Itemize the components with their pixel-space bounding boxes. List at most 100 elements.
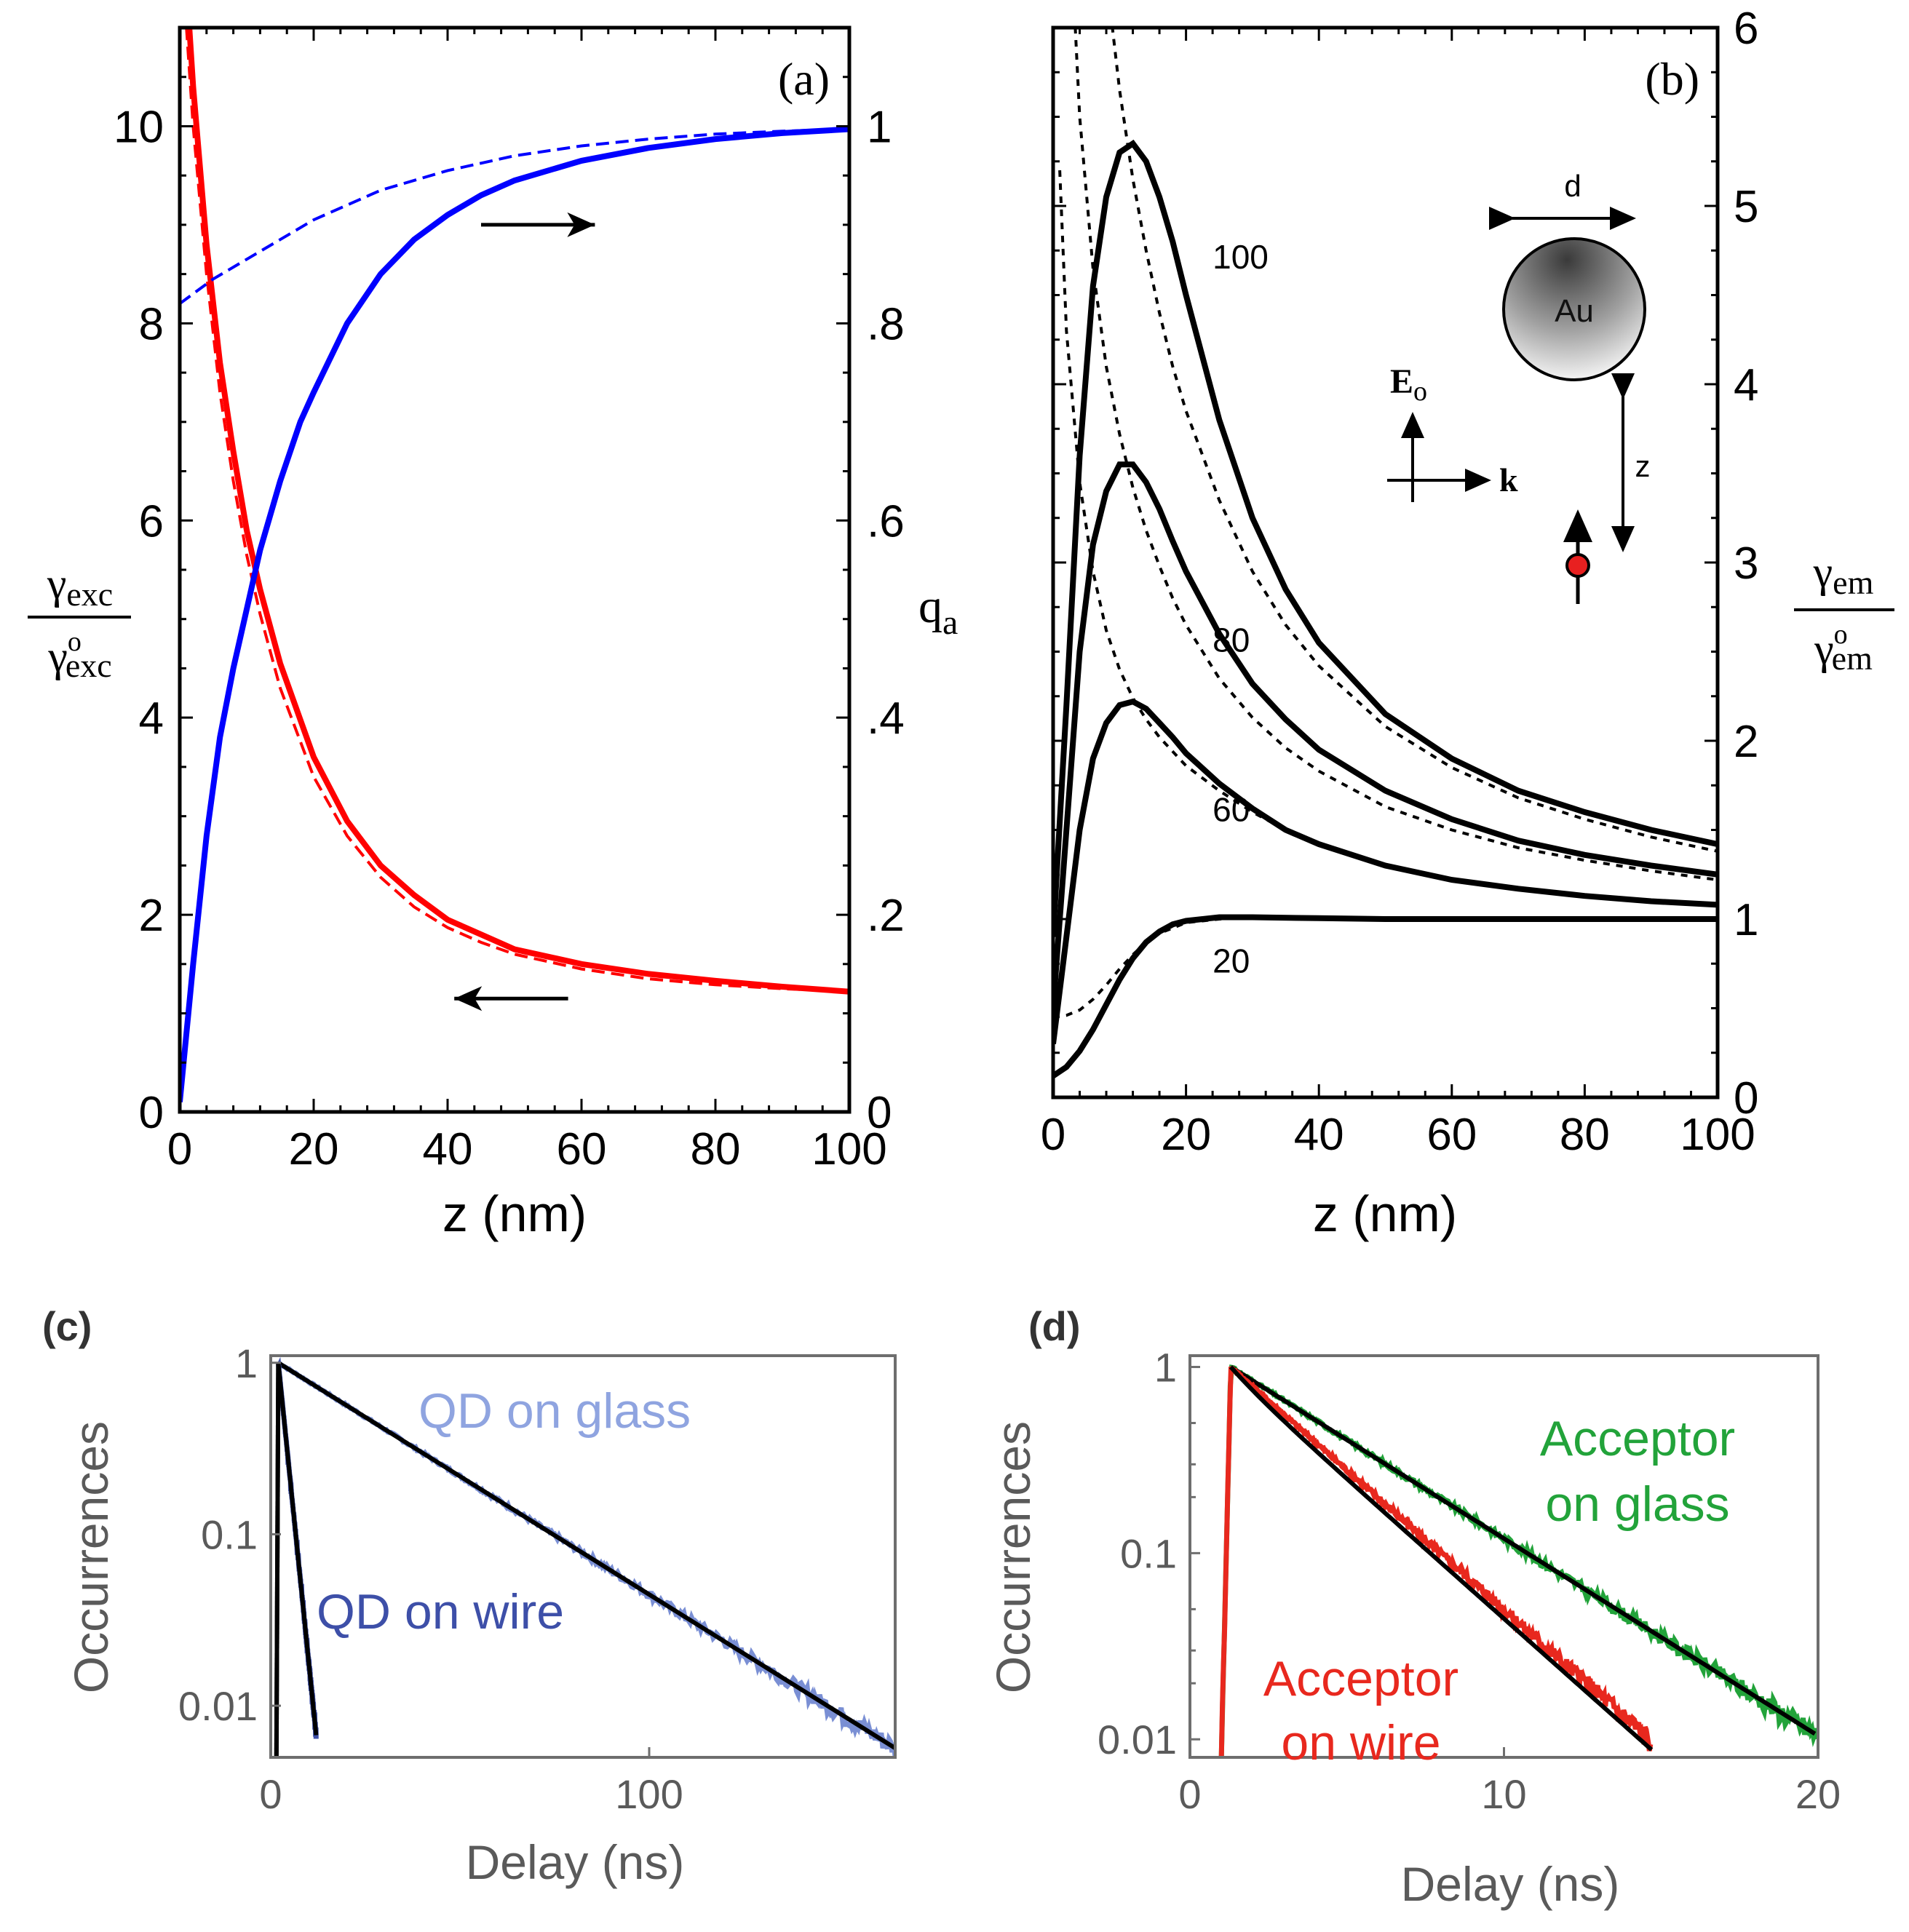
panel-c-ticks: 0 100 1 0.1 0.01 [178,1340,683,1817]
qd-on-wire-label: QD on wire [317,1584,564,1639]
panel-a-ytick-right-label: .6 [867,496,905,546]
emitter-dot-icon [1565,553,1590,578]
panel-a-series-q_a_dashed [180,127,849,305]
panel-a-curves [180,28,849,1102]
panel-b-series-d-20-solid [1053,914,1718,1078]
panel-c-ylabel: Occurrences [64,1421,118,1693]
panel-a-xtick-label: 80 [691,1124,741,1174]
panel-b-ylabel-denominator: γo em [1814,619,1873,677]
panel-b-inset: d Au z Eo k [1387,169,1651,604]
panel-d-data-acceptor-on-wire [1218,1365,1654,1757]
acceptor-on-glass-label-line1: Acceptor [1540,1411,1735,1466]
panel-c-xtick-label: 0 [259,1771,282,1817]
panel-b-xtick-label: 40 [1294,1110,1344,1160]
panel-b-ytick-label: 6 [1734,4,1758,54]
panel-b-xtick-label: 0 [1041,1110,1065,1160]
panel-a-arrowhead-right [567,212,595,237]
panel-b-ylabel-numerator: γem [1813,548,1874,601]
panel-b-curve-labels: 100 80 60 20 [1213,238,1269,980]
panel-b-ytick-label: 4 [1734,360,1758,410]
panel-b-ytick-label: 5 [1734,182,1758,232]
panel-a-xtick-label: 0 [167,1124,192,1174]
panel-b-xlabel: z (nm) [1313,1185,1457,1242]
panel-d-xtick-label: 0 [1178,1771,1201,1817]
panel-a-xtick-label: 100 [811,1124,886,1174]
panel-d-fit-acceptor-on-wire [1229,1365,1654,1752]
panel-d-xlabel: Delay (ns) [1401,1857,1620,1911]
panel-a-ytick-left-label: 8 [139,299,164,349]
au-sphere [1502,237,1646,381]
panel-c-ytick-label: 0.01 [178,1683,258,1729]
panel-b-curve-label-100: 100 [1213,238,1269,276]
panel-c-xtick-label: 100 [615,1771,683,1817]
diameter-label: d [1564,169,1581,203]
panel-c-xlabel: Delay (ns) [466,1835,685,1889]
qd-on-glass-label: QD on glass [418,1383,691,1439]
panel-c-ytick-label: 0.1 [201,1511,258,1557]
field-label: Eo [1390,362,1427,407]
panel-b-series-d-80-solid [1053,461,1718,1009]
panel-d-ytick-label: 1 [1154,1345,1177,1391]
panel-d-ylabel: Occurrences [986,1421,1040,1693]
panel-a-tag: (a) [778,53,830,105]
panel-b-xtick-label: 60 [1426,1110,1477,1160]
panel-b-series-d-100-solid [1053,139,1718,937]
panel-b-curves [1053,28,1718,1078]
panel-a-arrows [454,212,595,1011]
panel-a-left-ylabel: γexc γo exc [28,560,131,684]
panel-a-ytick-right-label: .8 [867,299,905,349]
panel-c-fit-qd-on-wire [276,1362,319,1736]
panel-a-ytick-left-label: 2 [139,891,164,941]
acceptor-on-wire-label-line2: on wire [1281,1715,1440,1770]
panel-c-curves [274,1356,895,1757]
panel-a-xtick-label: 60 [557,1124,607,1174]
panel-b-series-d-60-solid [1053,698,1718,1044]
wavevector-label: k [1499,461,1518,498]
panel-a-ylabel-numerator: γexc [47,560,113,613]
distance-label: z [1635,449,1651,483]
panel-c-rise-1 [274,1362,281,1757]
panel-d-ytick-label: 0.01 [1098,1717,1177,1762]
panel-d-fit-acceptor-on-glass [1229,1364,1817,1736]
panel-b-curve-label-20: 20 [1213,942,1250,980]
panel-a-xtick-label: 20 [289,1124,339,1174]
panel-b-ytick-label: 2 [1734,717,1758,767]
panel-d-curves [1218,1364,1818,1757]
panel-a-arrowhead-left [454,986,483,1011]
panel-c-ytick-label: 1 [235,1340,258,1386]
panel-d: (d) 0 10 20 1 0.1 0.01 Delay (ns) Occurrences… [986,1303,1841,1911]
panel-a-ytick-left-label: 10 [114,102,164,152]
panel-d-tag: (d) [1028,1303,1081,1349]
panel-a-ytick-right-label: .4 [867,693,905,744]
panel-c-frame [269,1354,897,1759]
panel-a-xlabel: z (nm) [442,1185,587,1242]
panel-d-xtick-label: 20 [1795,1771,1841,1817]
panel-d-ytick-label: 0.1 [1120,1530,1177,1576]
panel-a-series-q_a_solid [180,126,849,1102]
panel-a-ytick-right-label: .2 [867,891,905,941]
panel-b-series-d-80-dashed [1073,28,1718,882]
panel-b-xtick-label: 20 [1161,1110,1211,1160]
panel-a-right-ylabel: qa [918,580,958,642]
panel-b-ytick-label: 1 [1734,895,1758,945]
panel-a-ytick-left-label: 4 [139,693,164,744]
acceptor-on-wire-label-line1: Acceptor [1263,1651,1458,1706]
panel-a-ytick-right-label: 1 [867,102,892,152]
panel-b-xtick-label: 80 [1560,1110,1610,1160]
panel-a-ytick-left-label: 0 [139,1088,164,1138]
panel-b-tag: (b) [1645,53,1699,105]
panel-b-ytick-label: 3 [1734,538,1758,589]
panel-a-series-gamma_exc_solid [186,28,849,995]
panel-d-ticks: 0 10 20 1 0.1 0.01 [1098,1345,1841,1817]
panel-b-xtick-label: 100 [1680,1110,1755,1160]
panel-b-curve-label-80: 80 [1213,621,1250,659]
panel-b-ytick-label: 0 [1734,1073,1758,1124]
panel-b-series-d-20-dashed [1053,915,1718,1019]
panel-a-ytick-right-label: 0 [867,1088,892,1138]
